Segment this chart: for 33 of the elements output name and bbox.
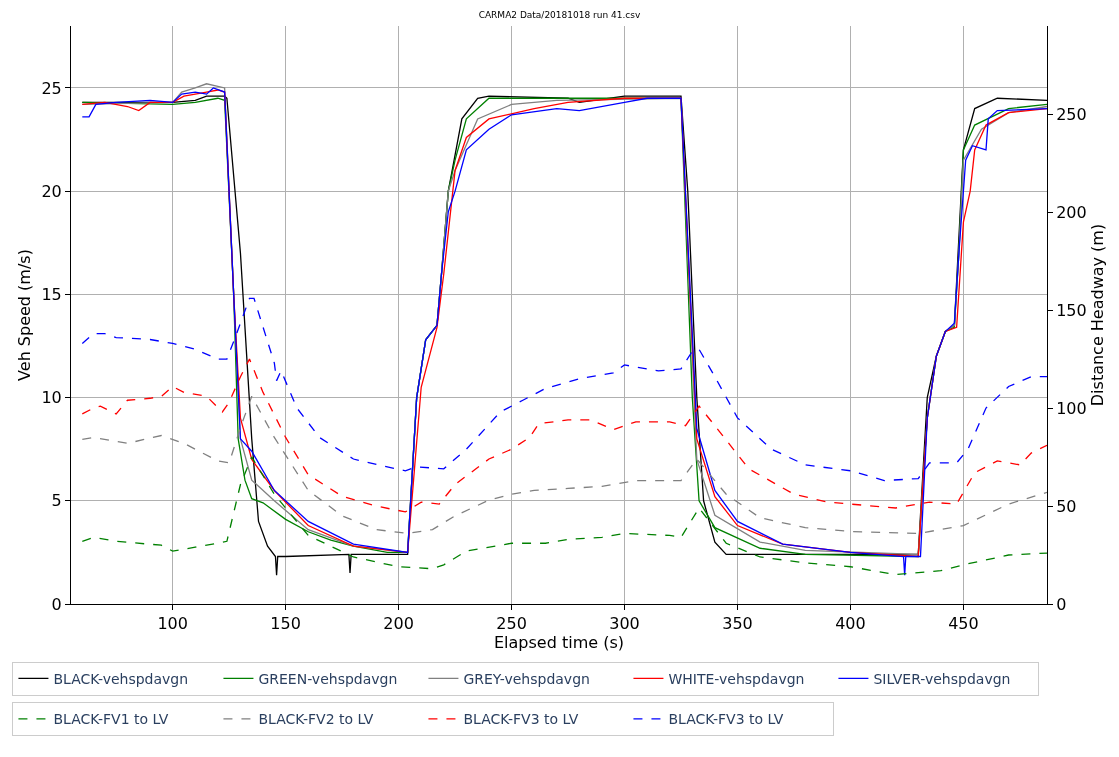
y-tick-label: 0 bbox=[51, 594, 62, 614]
x-tick-label: 100 bbox=[157, 614, 188, 634]
legend-label: BLACK-FV2 to LV bbox=[258, 711, 374, 728]
x-tick-label: 300 bbox=[609, 614, 640, 634]
legend-label: SILVER-vehspdavgn bbox=[873, 670, 1011, 687]
y2-tick-label: 250 bbox=[1056, 104, 1087, 124]
y2-tick-label: 100 bbox=[1056, 398, 1087, 418]
y-tick-label: 20 bbox=[41, 181, 62, 201]
legend-label: BLACK-FV3 to LV bbox=[463, 711, 579, 728]
y-tick-label: 5 bbox=[51, 491, 62, 511]
legend-label: BLACK-vehspdavgn bbox=[53, 670, 189, 687]
y-tick-label: 10 bbox=[41, 388, 62, 408]
legend-label: GREY-vehspdavgn bbox=[463, 670, 590, 687]
x-tick-label: 400 bbox=[835, 614, 866, 634]
legend-label: BLACK-FV3 to LV bbox=[668, 711, 784, 728]
y2-tick-label: 0 bbox=[1056, 594, 1067, 614]
x-tick-label: 350 bbox=[722, 614, 753, 634]
y2-axis-title: Distance Headway (m) bbox=[1088, 223, 1108, 407]
x-tick-label: 150 bbox=[270, 614, 301, 634]
x-axis-title: Elapsed time (s) bbox=[494, 633, 624, 653]
y2-tick-label: 150 bbox=[1056, 300, 1087, 320]
y-tick-label: 25 bbox=[41, 78, 62, 98]
x-tick-label: 450 bbox=[948, 614, 979, 634]
y2-tick-label: 200 bbox=[1056, 202, 1087, 222]
y-tick-label: 15 bbox=[41, 284, 62, 304]
legend-label: BLACK-FV1 to LV bbox=[53, 711, 169, 728]
legend-label: WHITE-vehspdavgn bbox=[668, 670, 805, 687]
x-tick-label: 200 bbox=[383, 614, 414, 634]
legend-label: GREEN-vehspdavgn bbox=[258, 670, 398, 687]
x-tick-label: 250 bbox=[496, 614, 527, 634]
y2-tick-label: 50 bbox=[1056, 496, 1077, 516]
y-axis-title: Veh Speed (m/s) bbox=[15, 249, 35, 381]
chart-title: CARMA2 Data/20181018 run 41.csv bbox=[478, 9, 641, 20]
